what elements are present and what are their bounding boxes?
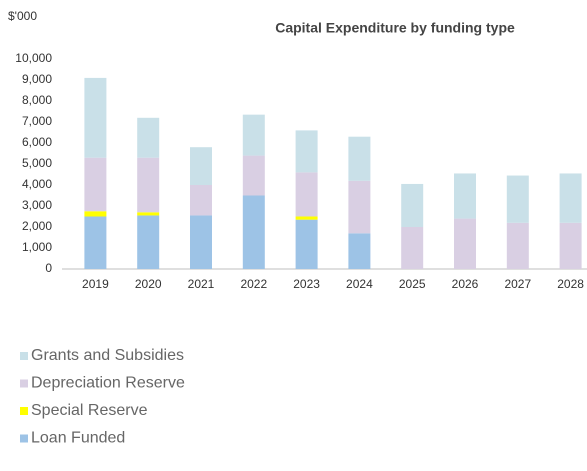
bar-segment [190,147,212,185]
legend-label: Loan Funded [31,430,125,447]
legend-label: Depreciation Reserve [31,375,185,392]
bar-segment [242,155,265,196]
x-tick-label: 2020 [135,277,162,291]
y-axis-label: $'000 [8,9,37,23]
legend-swatch [20,434,28,443]
x-tick-label: 2026 [452,277,479,291]
bar-segment [137,212,160,216]
bar-segment [84,211,107,217]
bar-segment [454,173,476,219]
y-tick-label: 5,000 [22,156,52,170]
y-tick-label: 7,000 [22,114,52,128]
legend-label: Grants and Subsidies [31,347,184,364]
y-tick-label: 0 [45,261,52,275]
bar-segment [295,216,318,220]
bar-segment [242,195,265,269]
y-tick-label: 8,000 [22,93,52,107]
bar-segment [506,222,529,269]
bar-segment [84,216,107,269]
x-tick-label: 2028 [557,277,584,291]
bar-segment [401,227,424,269]
bar-segment [137,215,160,269]
bar-segment [190,215,212,269]
bar-segment [348,180,371,234]
y-tick-label: 9,000 [22,72,52,86]
bar-segment [506,175,529,223]
bar-segment [348,136,371,181]
y-tick-label: 1,000 [22,240,52,254]
y-tick-label: 10,000 [15,51,52,65]
y-tick-label: 2,000 [22,219,52,233]
bar-segment [84,157,107,212]
bar-segment [401,183,424,227]
x-tick-label: 2022 [240,277,267,291]
bar-segment [242,114,265,156]
y-tick-label: 6,000 [22,135,52,149]
chart-title: Capital Expenditure by funding type [275,20,515,36]
y-tick-label: 4,000 [22,177,52,191]
bar-segment [137,117,160,158]
x-tick-label: 2025 [399,277,426,291]
legend-swatch [20,352,28,360]
bar-segment [295,130,318,173]
bar-segment [190,185,212,216]
legend-swatch [20,379,28,388]
bar-segment [84,77,107,158]
bar-segment [454,218,476,269]
bar-segment [295,172,318,217]
x-tick-label: 2023 [293,277,320,291]
x-tick-label: 2019 [82,277,109,291]
bar-segment [295,219,318,269]
legend-swatch [20,407,28,415]
bar-segment [137,157,160,213]
x-tick-label: 2021 [188,277,215,291]
x-tick-label: 2024 [346,277,373,291]
x-tick-label: 2027 [504,277,531,291]
y-tick-label: 3,000 [22,198,52,212]
bar-segment [559,173,582,223]
bar-segment [348,233,371,269]
bar-segment [559,222,582,269]
legend-label: Special Reserve [31,402,148,419]
